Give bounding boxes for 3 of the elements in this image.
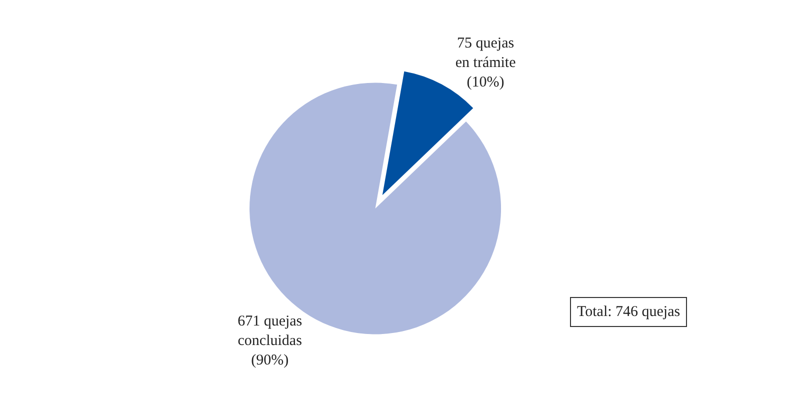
slice-label: 75 quejas en trámite (10%)	[455, 35, 516, 90]
text: Total: 746 quejas	[577, 304, 680, 320]
slice-label: 671 quejas concluidas (90%)	[238, 313, 302, 368]
